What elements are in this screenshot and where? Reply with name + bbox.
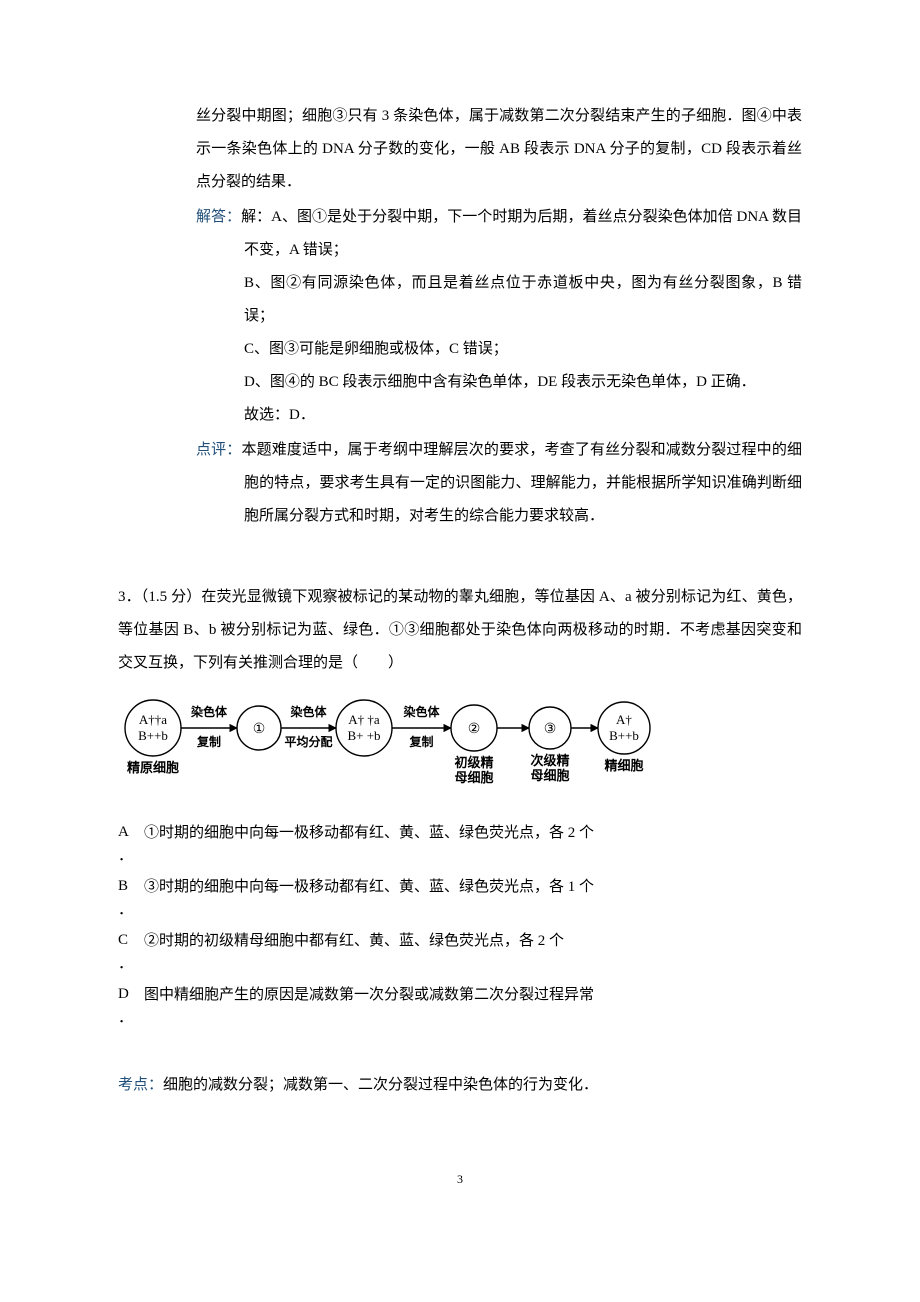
svg-text:A††a: A††a [139,712,167,727]
option-key: B． [118,871,144,919]
options-list: A．①时期的细胞中向每一极移动都有红、黄、蓝、绿色荧光点，各 2 个B．③时期的… [118,817,802,1027]
svg-text:B+ +b: B+ +b [347,728,380,743]
svg-text:染色体: 染色体 [402,704,440,719]
option-a: A．①时期的细胞中向每一极移动都有红、黄、蓝、绿色荧光点，各 2 个 [118,817,802,865]
review-block: 点评：本题难度适中，属于考纲中理解层次的要求，考查了有丝分裂和减数分裂过程中的细… [196,434,802,533]
option-text: ①时期的细胞中向每一极移动都有红、黄、蓝、绿色荧光点，各 2 个 [144,817,802,850]
intro-continuation: 丝分裂中期图；细胞③只有 3 条染色体，属于减数第二次分裂结束产生的子细胞．图④… [196,100,802,199]
option-b: B．③时期的细胞中向每一极移动都有红、黄、蓝、绿色荧光点，各 1 个 [118,871,802,919]
svg-text:精原细胞: 精原细胞 [127,760,179,775]
svg-text:染色体: 染色体 [190,704,228,719]
svg-text:染色体: 染色体 [289,704,327,719]
option-text: ②时期的初级精母细胞中都有红、黄、蓝、绿色荧光点，各 2 个 [144,925,802,958]
svg-text:③: ③ [544,722,557,737]
answer-label: 解答： [196,209,241,225]
svg-text:复制: 复制 [196,734,221,749]
svg-text:初级精: 初级精 [454,755,493,770]
option-text: 图中精细胞产生的原因是减数第一次分裂或减数第二次分裂过程异常 [144,979,802,1012]
option-d: D．图中精细胞产生的原因是减数第一次分裂或减数第二次分裂过程异常 [118,979,802,1027]
svg-text:②: ② [468,722,481,737]
review-text: 本题难度适中，属于考纲中理解层次的要求，考查了有丝分裂和减数分裂过程中的细胞的特… [241,442,802,524]
option-key: D． [118,979,144,1027]
svg-text:A†: A† [616,712,632,727]
svg-text:次级精: 次级精 [530,753,569,768]
option-c: C．②时期的初级精母细胞中都有红、黄、蓝、绿色荧光点，各 2 个 [118,925,802,973]
answer-conclusion: 故选：D． [196,399,802,432]
page-number: 3 [118,1166,802,1192]
option-key: A． [118,817,144,865]
answer-a: 解：A、图①是处于分裂中期，下一个时期为后期，着丝点分裂染色体加倍 DNA 数目… [241,209,802,258]
svg-text:A† †a: A† †a [348,712,380,727]
answer-b: B、图②有同源染色体，而且是着丝点位于赤道板中央，图为有丝分裂图象，B 错误； [196,267,802,333]
exam-text: 细胞的减数分裂；减数第一、二次分裂过程中染色体的行为变化． [163,1077,598,1093]
q3-stem: 3．（1.5 分）在荧光显微镜下观察被标记的某动物的睾丸细胞，等位基因 A、a … [118,581,802,680]
svg-text:母细胞: 母细胞 [454,770,493,785]
answer-block: 解答：解：A、图①是处于分裂中期，下一个时期为后期，着丝点分裂染色体加倍 DNA… [196,201,802,267]
review-label: 点评： [196,442,241,458]
svg-text:B++b: B++b [609,728,639,743]
svg-text:①: ① [253,722,266,737]
exam-label: 考点： [118,1077,163,1093]
svg-text:B++b: B++b [138,728,168,743]
answer-d: D、图④的 BC 段表示细胞中含有染色单体，DE 段表示无染色单体，D 正确． [196,366,802,399]
svg-text:母细胞: 母细胞 [530,768,569,783]
option-text: ③时期的细胞中向每一极移动都有红、黄、蓝、绿色荧光点，各 1 个 [144,871,802,904]
svg-text:平均分配: 平均分配 [284,734,332,749]
answer-c: C、图③可能是卵细胞或极体，C 错误； [196,333,802,366]
meiosis-diagram: 染色体复制染色体平均分配染色体复制A††aB++b精原细胞①A† †aB+ +b… [118,694,802,807]
option-key: C． [118,925,144,973]
svg-text:精细胞: 精细胞 [604,758,643,773]
svg-text:复制: 复制 [408,734,433,749]
exam-block: 考点：细胞的减数分裂；减数第一、二次分裂过程中染色体的行为变化． [118,1069,802,1102]
